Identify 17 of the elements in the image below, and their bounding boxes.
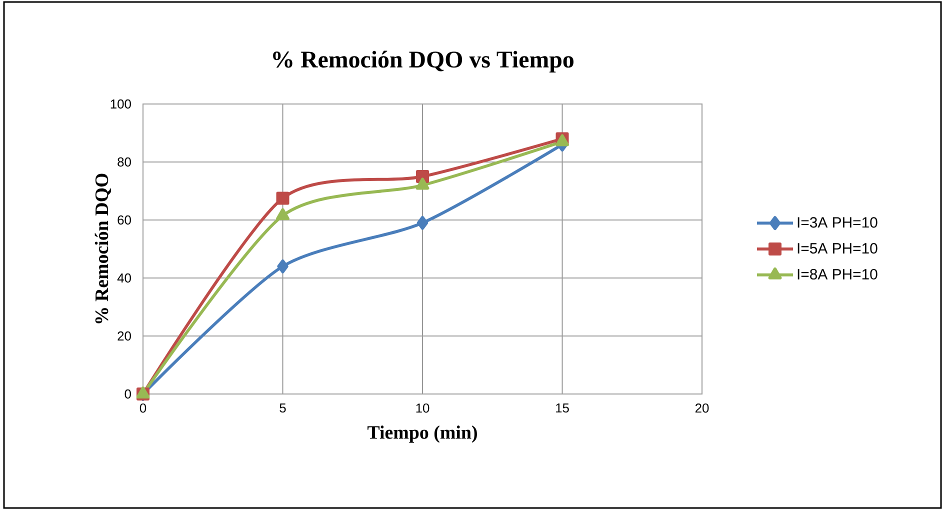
- y-tick-label: 20: [118, 331, 131, 341]
- x-tick-label: 20: [695, 404, 709, 413]
- y-tick-label: 100: [110, 99, 131, 109]
- x-tick-label: 15: [556, 404, 569, 413]
- chart-title: % Remoción DQO vs Tiempo: [273, 50, 574, 72]
- legend-label: I=3A PH=10: [798, 217, 878, 228]
- legend-label: I=5A PH=10: [798, 243, 878, 254]
- x-tick-label: 5: [280, 404, 286, 413]
- y-tick-label: 0: [124, 389, 131, 399]
- x-tick-label: 10: [416, 404, 430, 413]
- y-tick-label: 60: [118, 215, 131, 225]
- y-axis-title: % Remoción DQO: [94, 174, 112, 324]
- legend-label: I=8A PH=10: [798, 268, 878, 280]
- y-tick-label: 80: [118, 157, 131, 167]
- y-tick-label: 40: [117, 273, 131, 283]
- x-tick-label: 0: [140, 404, 146, 413]
- x-axis-title: Tiempo (min): [368, 426, 477, 443]
